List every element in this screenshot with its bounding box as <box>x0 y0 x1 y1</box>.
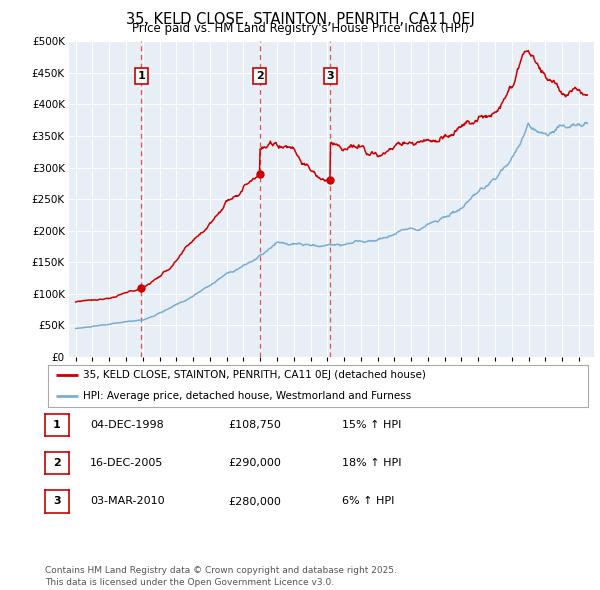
Text: 6% ↑ HPI: 6% ↑ HPI <box>342 497 394 506</box>
Text: HPI: Average price, detached house, Westmorland and Furness: HPI: Average price, detached house, West… <box>83 392 412 401</box>
Text: £280,000: £280,000 <box>228 497 281 506</box>
Text: 2: 2 <box>53 458 61 468</box>
Text: Price paid vs. HM Land Registry's House Price Index (HPI): Price paid vs. HM Land Registry's House … <box>131 22 469 35</box>
Text: 04-DEC-1998: 04-DEC-1998 <box>90 420 164 430</box>
Text: 18% ↑ HPI: 18% ↑ HPI <box>342 458 401 468</box>
Text: 03-MAR-2010: 03-MAR-2010 <box>90 497 164 506</box>
Text: 3: 3 <box>53 497 61 506</box>
Text: 3: 3 <box>326 71 334 81</box>
Text: 16-DEC-2005: 16-DEC-2005 <box>90 458 163 468</box>
Text: Contains HM Land Registry data © Crown copyright and database right 2025.
This d: Contains HM Land Registry data © Crown c… <box>45 566 397 587</box>
Text: 35, KELD CLOSE, STAINTON, PENRITH, CA11 0EJ: 35, KELD CLOSE, STAINTON, PENRITH, CA11 … <box>125 12 475 27</box>
Text: 35, KELD CLOSE, STAINTON, PENRITH, CA11 0EJ (detached house): 35, KELD CLOSE, STAINTON, PENRITH, CA11 … <box>83 371 426 380</box>
Text: £290,000: £290,000 <box>228 458 281 468</box>
Text: 15% ↑ HPI: 15% ↑ HPI <box>342 420 401 430</box>
Text: 1: 1 <box>137 71 145 81</box>
Text: 1: 1 <box>53 420 61 430</box>
Text: 2: 2 <box>256 71 263 81</box>
Text: £108,750: £108,750 <box>228 420 281 430</box>
